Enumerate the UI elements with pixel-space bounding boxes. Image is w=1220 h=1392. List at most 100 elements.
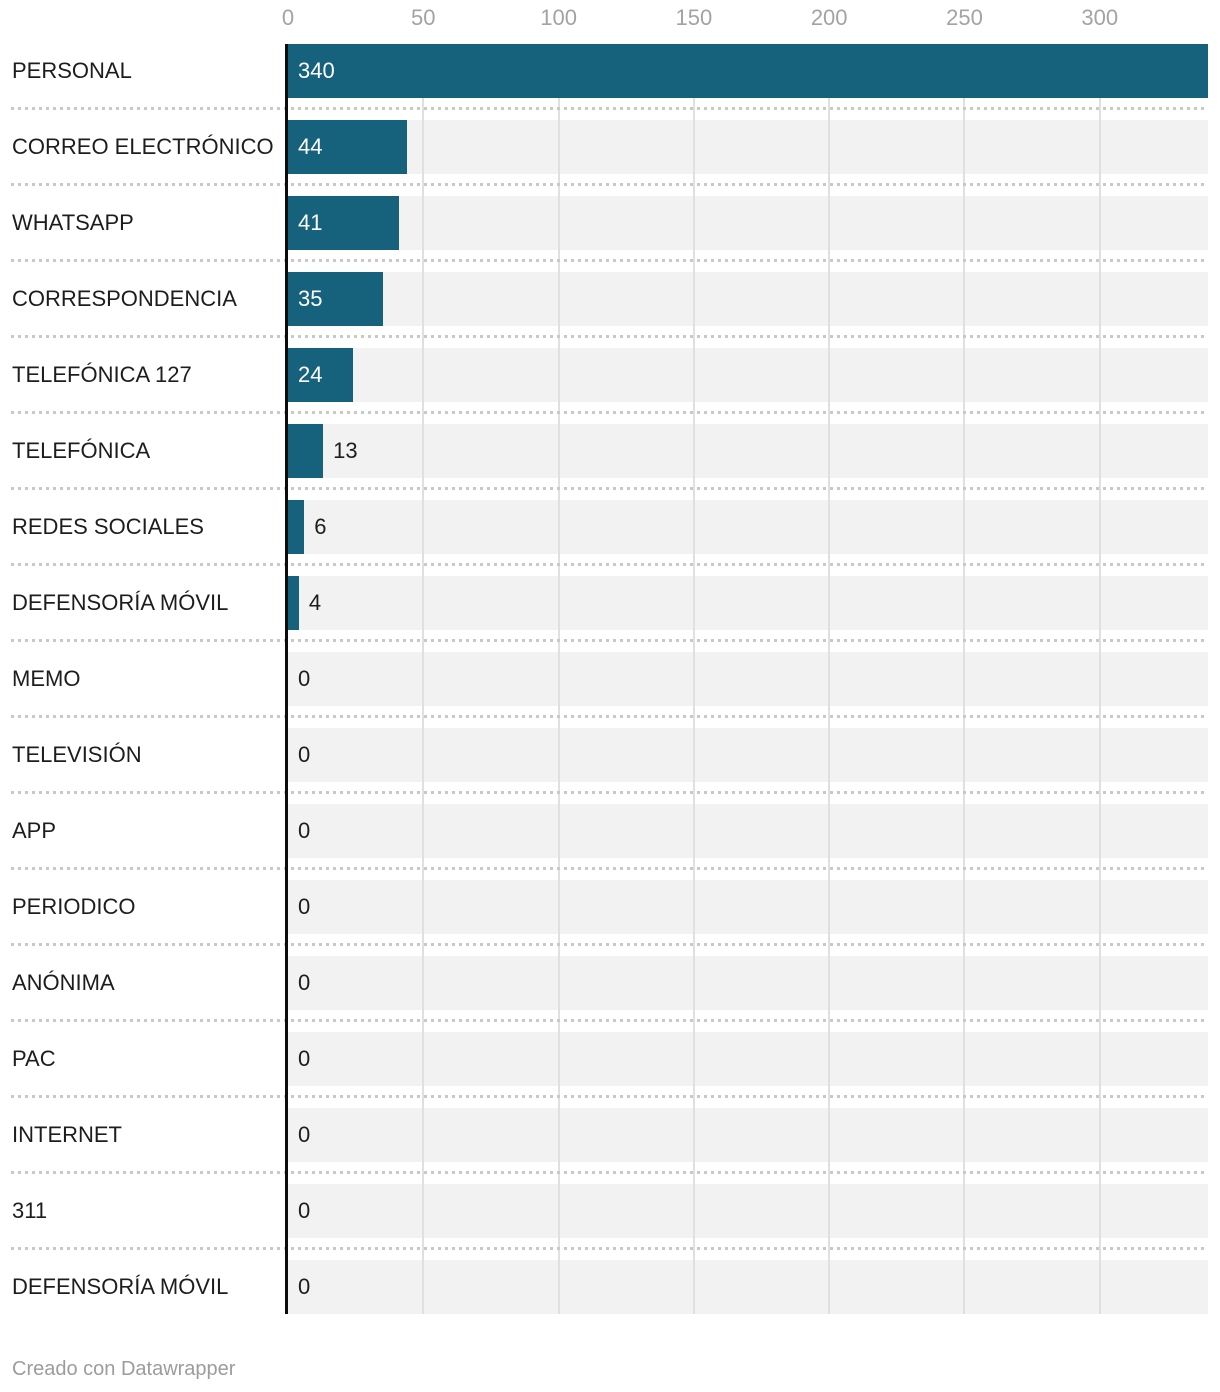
category-label: REDES SOCIALES	[12, 514, 204, 539]
chart-row: APP 0	[0, 804, 1220, 880]
value-label: 44	[298, 134, 323, 159]
category-label: TELEFÓNICA	[12, 438, 151, 463]
chart-row: DEFENSORÍA MÓVIL 4	[0, 576, 1220, 652]
value-label: 4	[308, 590, 322, 615]
bar[interactable]	[288, 196, 399, 250]
category-label: DEFENSORÍA MÓVIL	[12, 590, 229, 615]
chart-row: PERIODICO 0	[0, 880, 1220, 956]
chart-row: PERSONAL 340	[0, 44, 1220, 120]
row-separator	[11, 867, 1208, 870]
row-separator	[11, 259, 1208, 262]
category-label: PAC	[12, 1046, 56, 1071]
row-separator	[11, 183, 1208, 186]
row-track	[288, 1260, 1208, 1314]
row-track	[288, 348, 1208, 402]
value-label: 35	[298, 286, 323, 311]
row-track	[288, 1108, 1208, 1162]
category-label: CORREO ELECTRÓNICO	[12, 134, 274, 159]
chart-row: INTERNET 0	[0, 1108, 1220, 1184]
row-track	[288, 196, 1208, 250]
category-label: TELEVISIÓN	[12, 742, 142, 767]
bar[interactable]	[288, 120, 408, 174]
row-track	[288, 728, 1208, 782]
value-label: 13	[333, 438, 358, 463]
gridline	[557, 44, 560, 1314]
row-separator	[11, 411, 1208, 414]
value-label: 0	[298, 1122, 311, 1147]
row-separator	[11, 107, 1208, 110]
value-label: 0	[298, 970, 311, 995]
x-axis-tick-label: 300	[1081, 5, 1119, 30]
credit-label[interactable]: Creado con Datawrapper	[12, 1358, 236, 1380]
chart-row: MEMO 0	[0, 652, 1220, 728]
chart-credit[interactable]: Creado con Datawrapper	[12, 1358, 235, 1381]
gridline	[422, 44, 425, 1314]
bar[interactable]	[288, 424, 324, 478]
chart-row: TELEFÓNICA 127 24	[0, 348, 1220, 424]
chart-row: WHATSAPP 41	[0, 196, 1220, 272]
bar[interactable]	[288, 44, 1208, 98]
value-label: 6	[314, 514, 327, 539]
x-axis-tick-label: 150	[675, 5, 713, 30]
chart-row: TELEFÓNICA 13	[0, 424, 1220, 500]
row-separator	[11, 715, 1208, 718]
x-axis-tick-label: 100	[540, 5, 577, 30]
category-label: PERIODICO	[12, 894, 136, 919]
chart-row: TELEVISIÓN 0	[0, 728, 1220, 804]
value-label: 0	[298, 818, 311, 843]
chart-row: CORREO ELECTRÓNICO 44	[0, 120, 1220, 196]
gridline	[1098, 44, 1101, 1314]
row-separator	[11, 639, 1208, 642]
category-label: WHATSAPP	[12, 210, 134, 235]
bar[interactable]	[288, 272, 383, 326]
plot-area: PERSONAL 340 CORREO ELECTRÓNICO 44 WHATSAPP 4…	[0, 44, 1220, 1314]
gridline	[828, 44, 831, 1314]
gridline	[692, 44, 695, 1314]
chart-row: REDES SOCIALES 6	[0, 500, 1220, 576]
category-label: TELEFÓNICA 127	[12, 362, 192, 387]
value-label: 0	[298, 1198, 311, 1223]
row-track	[288, 1184, 1208, 1238]
row-separator	[11, 1171, 1208, 1174]
bar[interactable]	[288, 576, 299, 630]
category-label: PERSONAL	[12, 58, 132, 83]
category-label: ANÓNIMA	[12, 970, 115, 995]
row-separator	[11, 487, 1208, 490]
row-separator	[11, 1095, 1208, 1098]
row-separator	[11, 791, 1208, 794]
row-track	[288, 956, 1208, 1010]
value-label: 0	[298, 1274, 311, 1299]
row-track	[288, 652, 1208, 706]
category-label: MEMO	[12, 666, 81, 691]
row-track	[288, 500, 1208, 554]
chart-row: CORRESPONDENCIA 35	[0, 272, 1220, 348]
value-label: 340	[298, 58, 335, 83]
category-label: DEFENSORÍA MÓVIL	[12, 1274, 229, 1299]
category-label: CORRESPONDENCIA	[12, 286, 237, 311]
chart-row: ANÓNIMA 0	[0, 956, 1220, 1032]
chart-row: DEFENSORÍA MÓVIL 0	[0, 1260, 1220, 1336]
x-axis-tick-label: 200	[810, 5, 848, 30]
category-label: APP	[12, 818, 57, 843]
bar[interactable]	[288, 348, 353, 402]
y-axis-line	[285, 44, 288, 1314]
row-separator	[11, 1247, 1208, 1250]
row-separator	[11, 943, 1208, 946]
value-label: 0	[298, 742, 311, 767]
chart-row: PAC 0	[0, 1032, 1220, 1108]
row-track	[288, 576, 1208, 630]
row-track	[288, 880, 1208, 934]
row-separator	[11, 1019, 1208, 1022]
x-axis-tick-label: 250	[946, 5, 983, 30]
row-track	[288, 1032, 1208, 1086]
row-track	[288, 272, 1208, 326]
bar[interactable]	[288, 500, 305, 554]
row-track	[288, 804, 1208, 858]
chart-row: 311 0	[0, 1184, 1220, 1260]
category-label: INTERNET	[12, 1122, 122, 1147]
row-separator	[11, 563, 1208, 566]
value-label: 0	[298, 666, 311, 691]
x-axis: 0 50 100 150 200 250 300	[0, 0, 1220, 44]
row-track	[288, 120, 1208, 174]
